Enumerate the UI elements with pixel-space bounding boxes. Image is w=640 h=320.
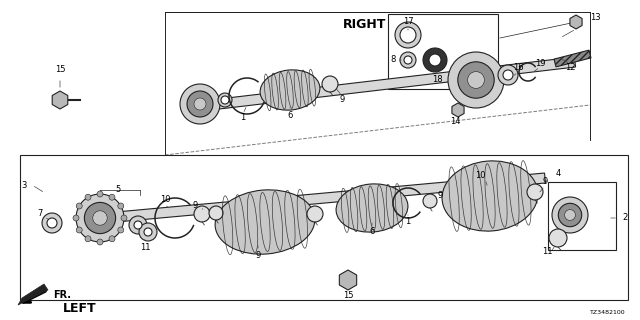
Circle shape: [47, 218, 57, 228]
Circle shape: [448, 52, 504, 108]
Circle shape: [73, 215, 79, 221]
Circle shape: [194, 98, 206, 110]
Text: 6: 6: [287, 110, 292, 119]
Text: 11: 11: [140, 243, 150, 252]
Bar: [548, 182, 616, 250]
Text: 10: 10: [160, 196, 170, 204]
Text: 6: 6: [369, 228, 374, 236]
Circle shape: [468, 72, 484, 88]
Text: 7: 7: [37, 209, 43, 218]
Circle shape: [218, 93, 232, 107]
Polygon shape: [554, 50, 591, 67]
Circle shape: [322, 76, 338, 92]
Text: 1: 1: [405, 218, 411, 227]
Polygon shape: [104, 173, 545, 223]
Circle shape: [423, 194, 437, 208]
Circle shape: [194, 206, 210, 222]
Ellipse shape: [215, 190, 315, 254]
Circle shape: [84, 203, 116, 234]
Text: 14: 14: [450, 117, 460, 126]
Bar: [20, 155, 628, 300]
Text: 11: 11: [541, 247, 552, 257]
Polygon shape: [84, 214, 109, 226]
Text: FR.: FR.: [53, 290, 71, 300]
Text: 12: 12: [564, 63, 575, 73]
Circle shape: [423, 48, 447, 72]
Text: 5: 5: [115, 186, 120, 195]
Circle shape: [76, 203, 82, 209]
Ellipse shape: [336, 184, 408, 232]
Bar: [388, 14, 498, 89]
Circle shape: [552, 197, 588, 233]
Text: TZ3482100: TZ3482100: [590, 310, 626, 316]
Circle shape: [85, 194, 91, 200]
Circle shape: [76, 227, 82, 233]
Text: 3: 3: [21, 180, 27, 189]
Text: 9: 9: [542, 178, 548, 187]
Ellipse shape: [442, 161, 538, 231]
Circle shape: [85, 236, 91, 242]
Text: 2: 2: [622, 213, 628, 222]
Circle shape: [187, 91, 213, 117]
Polygon shape: [52, 91, 68, 109]
Text: LEFT: LEFT: [63, 301, 97, 315]
Circle shape: [42, 213, 62, 233]
Circle shape: [139, 223, 157, 241]
Circle shape: [549, 229, 567, 247]
Circle shape: [144, 228, 152, 236]
Circle shape: [109, 236, 115, 242]
Text: 15: 15: [343, 291, 353, 300]
Circle shape: [307, 206, 323, 222]
Text: 9: 9: [193, 201, 198, 210]
Circle shape: [429, 54, 441, 66]
Circle shape: [97, 239, 103, 245]
Circle shape: [97, 191, 103, 197]
Text: 9: 9: [255, 251, 260, 260]
Text: 17: 17: [403, 18, 413, 27]
Circle shape: [503, 70, 513, 80]
Polygon shape: [18, 284, 48, 305]
Circle shape: [458, 62, 494, 98]
Text: 13: 13: [590, 13, 600, 22]
Ellipse shape: [260, 70, 320, 110]
Circle shape: [558, 203, 582, 227]
Circle shape: [498, 65, 518, 85]
Circle shape: [404, 56, 412, 64]
Circle shape: [395, 22, 421, 48]
Circle shape: [118, 203, 124, 209]
Text: 9: 9: [339, 95, 344, 105]
Polygon shape: [184, 57, 575, 113]
Circle shape: [134, 221, 142, 229]
Circle shape: [118, 227, 124, 233]
Circle shape: [527, 184, 543, 200]
Circle shape: [180, 84, 220, 124]
Text: 15: 15: [55, 66, 65, 75]
Circle shape: [221, 96, 229, 104]
Circle shape: [109, 194, 115, 200]
Polygon shape: [570, 15, 582, 29]
Circle shape: [129, 216, 147, 234]
Text: 8: 8: [390, 55, 396, 65]
Text: 1: 1: [241, 114, 246, 123]
Polygon shape: [452, 103, 464, 117]
Text: 4: 4: [556, 170, 561, 179]
Text: 10: 10: [475, 171, 485, 180]
Text: 18: 18: [432, 76, 442, 84]
Circle shape: [93, 211, 108, 225]
Text: 9: 9: [437, 190, 443, 199]
Circle shape: [121, 215, 127, 221]
Polygon shape: [339, 270, 356, 290]
Circle shape: [76, 194, 124, 242]
Text: 19: 19: [535, 59, 545, 68]
Circle shape: [564, 210, 575, 220]
Text: 16: 16: [513, 63, 524, 73]
Text: RIGHT: RIGHT: [343, 18, 387, 30]
Circle shape: [400, 27, 416, 43]
Circle shape: [209, 206, 223, 220]
Circle shape: [400, 52, 416, 68]
